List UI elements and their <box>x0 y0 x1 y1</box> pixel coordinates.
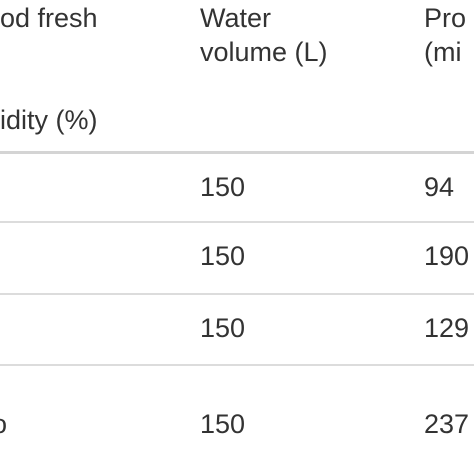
cell: 150 <box>200 313 246 343</box>
cell: 237 <box>424 409 470 439</box>
cell: 150 <box>200 241 246 271</box>
cell: 129 <box>424 313 470 343</box>
cell: 150 <box>200 409 246 439</box>
header-cell: Pro <box>424 3 467 33</box>
cell: 150 <box>200 172 246 202</box>
header-cell: idity (%) <box>0 105 98 135</box>
cell: 94 <box>424 172 455 202</box>
header-cell: od fresh <box>0 3 98 33</box>
row-rule <box>0 364 474 366</box>
header-cell: Water <box>200 3 272 33</box>
header-cell: (mi <box>424 37 462 67</box>
header-rule <box>0 151 474 154</box>
row-rule <box>0 293 474 295</box>
header-cell: volume (L) <box>200 37 328 67</box>
cell: o <box>0 408 7 440</box>
row-rule <box>0 221 474 223</box>
cell: 190 <box>424 241 470 271</box>
